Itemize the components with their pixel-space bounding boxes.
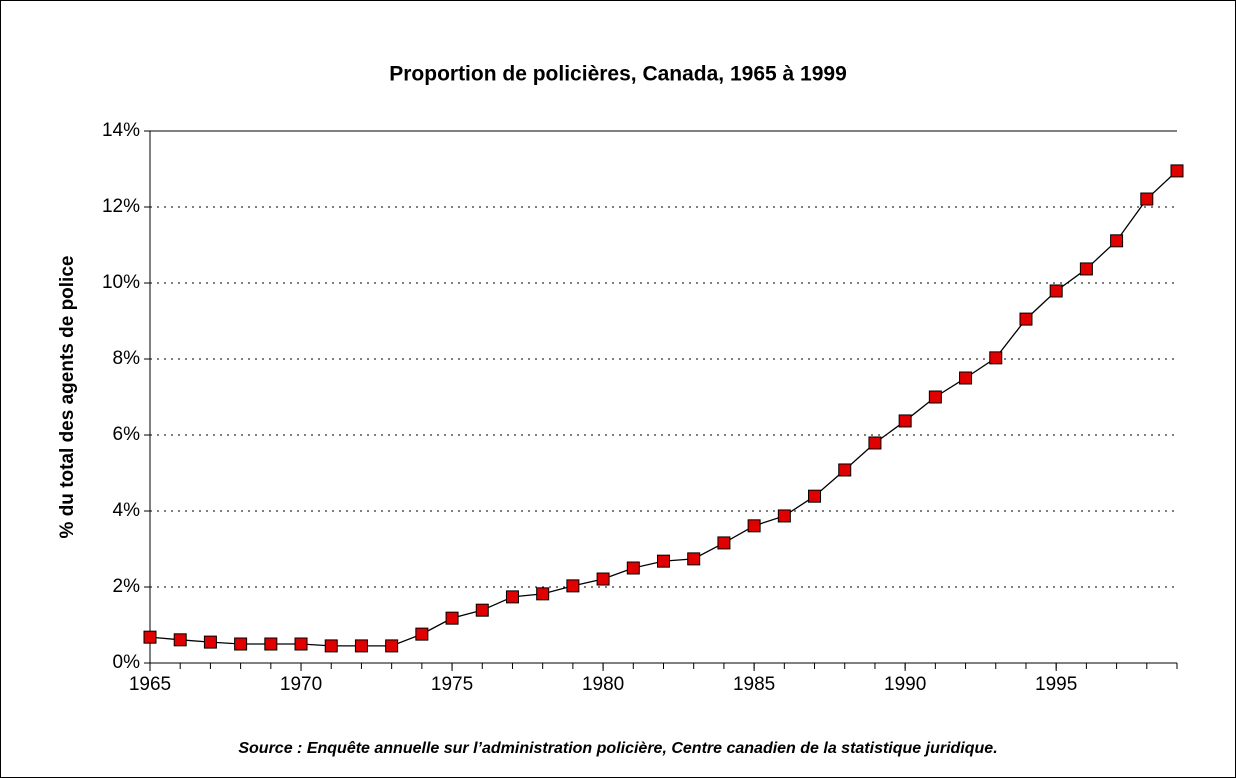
data-point	[445, 611, 459, 625]
y-tick-label: 4%	[113, 500, 141, 521]
data-point	[415, 627, 429, 641]
data-point	[777, 509, 791, 523]
y-tick-label: 8%	[113, 348, 141, 369]
data-point	[747, 519, 761, 533]
data-point	[294, 637, 308, 651]
x-tick-label: 1995	[1035, 674, 1077, 695]
data-point	[1049, 284, 1063, 298]
data-point	[596, 572, 610, 586]
data-point	[838, 463, 852, 477]
data-point	[385, 639, 399, 653]
data-point	[717, 536, 731, 550]
data-point	[264, 637, 278, 651]
data-point	[1170, 164, 1184, 178]
data-point	[475, 603, 489, 617]
chart-title: Proportion de policières, Canada, 1965 à…	[389, 63, 847, 86]
y-tick-label: 12%	[102, 196, 140, 217]
y-tick-label: 14%	[102, 120, 140, 141]
data-point	[1079, 262, 1093, 276]
data-point	[354, 639, 368, 653]
y-tick-label: 2%	[113, 576, 141, 597]
y-tick-label: 6%	[113, 424, 141, 445]
data-point	[536, 587, 550, 601]
data-point	[505, 590, 519, 604]
data-point	[808, 489, 822, 503]
data-point	[143, 630, 157, 644]
data-point	[626, 561, 640, 575]
data-point	[1140, 192, 1154, 206]
x-tick-label: 1980	[582, 674, 624, 695]
data-point	[928, 390, 942, 404]
x-tick-label: 1965	[129, 674, 171, 695]
data-point	[898, 414, 912, 428]
data-point	[1110, 234, 1124, 248]
data-point	[959, 371, 973, 385]
x-tick-label: 1975	[431, 674, 473, 695]
y-tick-label: 0%	[113, 652, 141, 673]
data-point	[1019, 312, 1033, 326]
x-tick-label: 1985	[733, 674, 775, 695]
data-point	[234, 637, 248, 651]
data-point	[687, 552, 701, 566]
data-point	[566, 579, 580, 593]
x-tick-label: 1970	[280, 674, 322, 695]
data-point	[203, 635, 217, 649]
data-point	[657, 554, 670, 568]
data-point	[989, 351, 1003, 365]
x-tick-label: 1990	[884, 674, 926, 695]
data-point	[868, 436, 882, 450]
data-point	[324, 639, 338, 653]
y-axis-label: % du total des agents de police	[57, 256, 78, 539]
source-note: Source : Enquête annuelle sur l’administ…	[238, 740, 997, 757]
data-point	[173, 633, 187, 647]
y-tick-label: 10%	[102, 272, 140, 293]
